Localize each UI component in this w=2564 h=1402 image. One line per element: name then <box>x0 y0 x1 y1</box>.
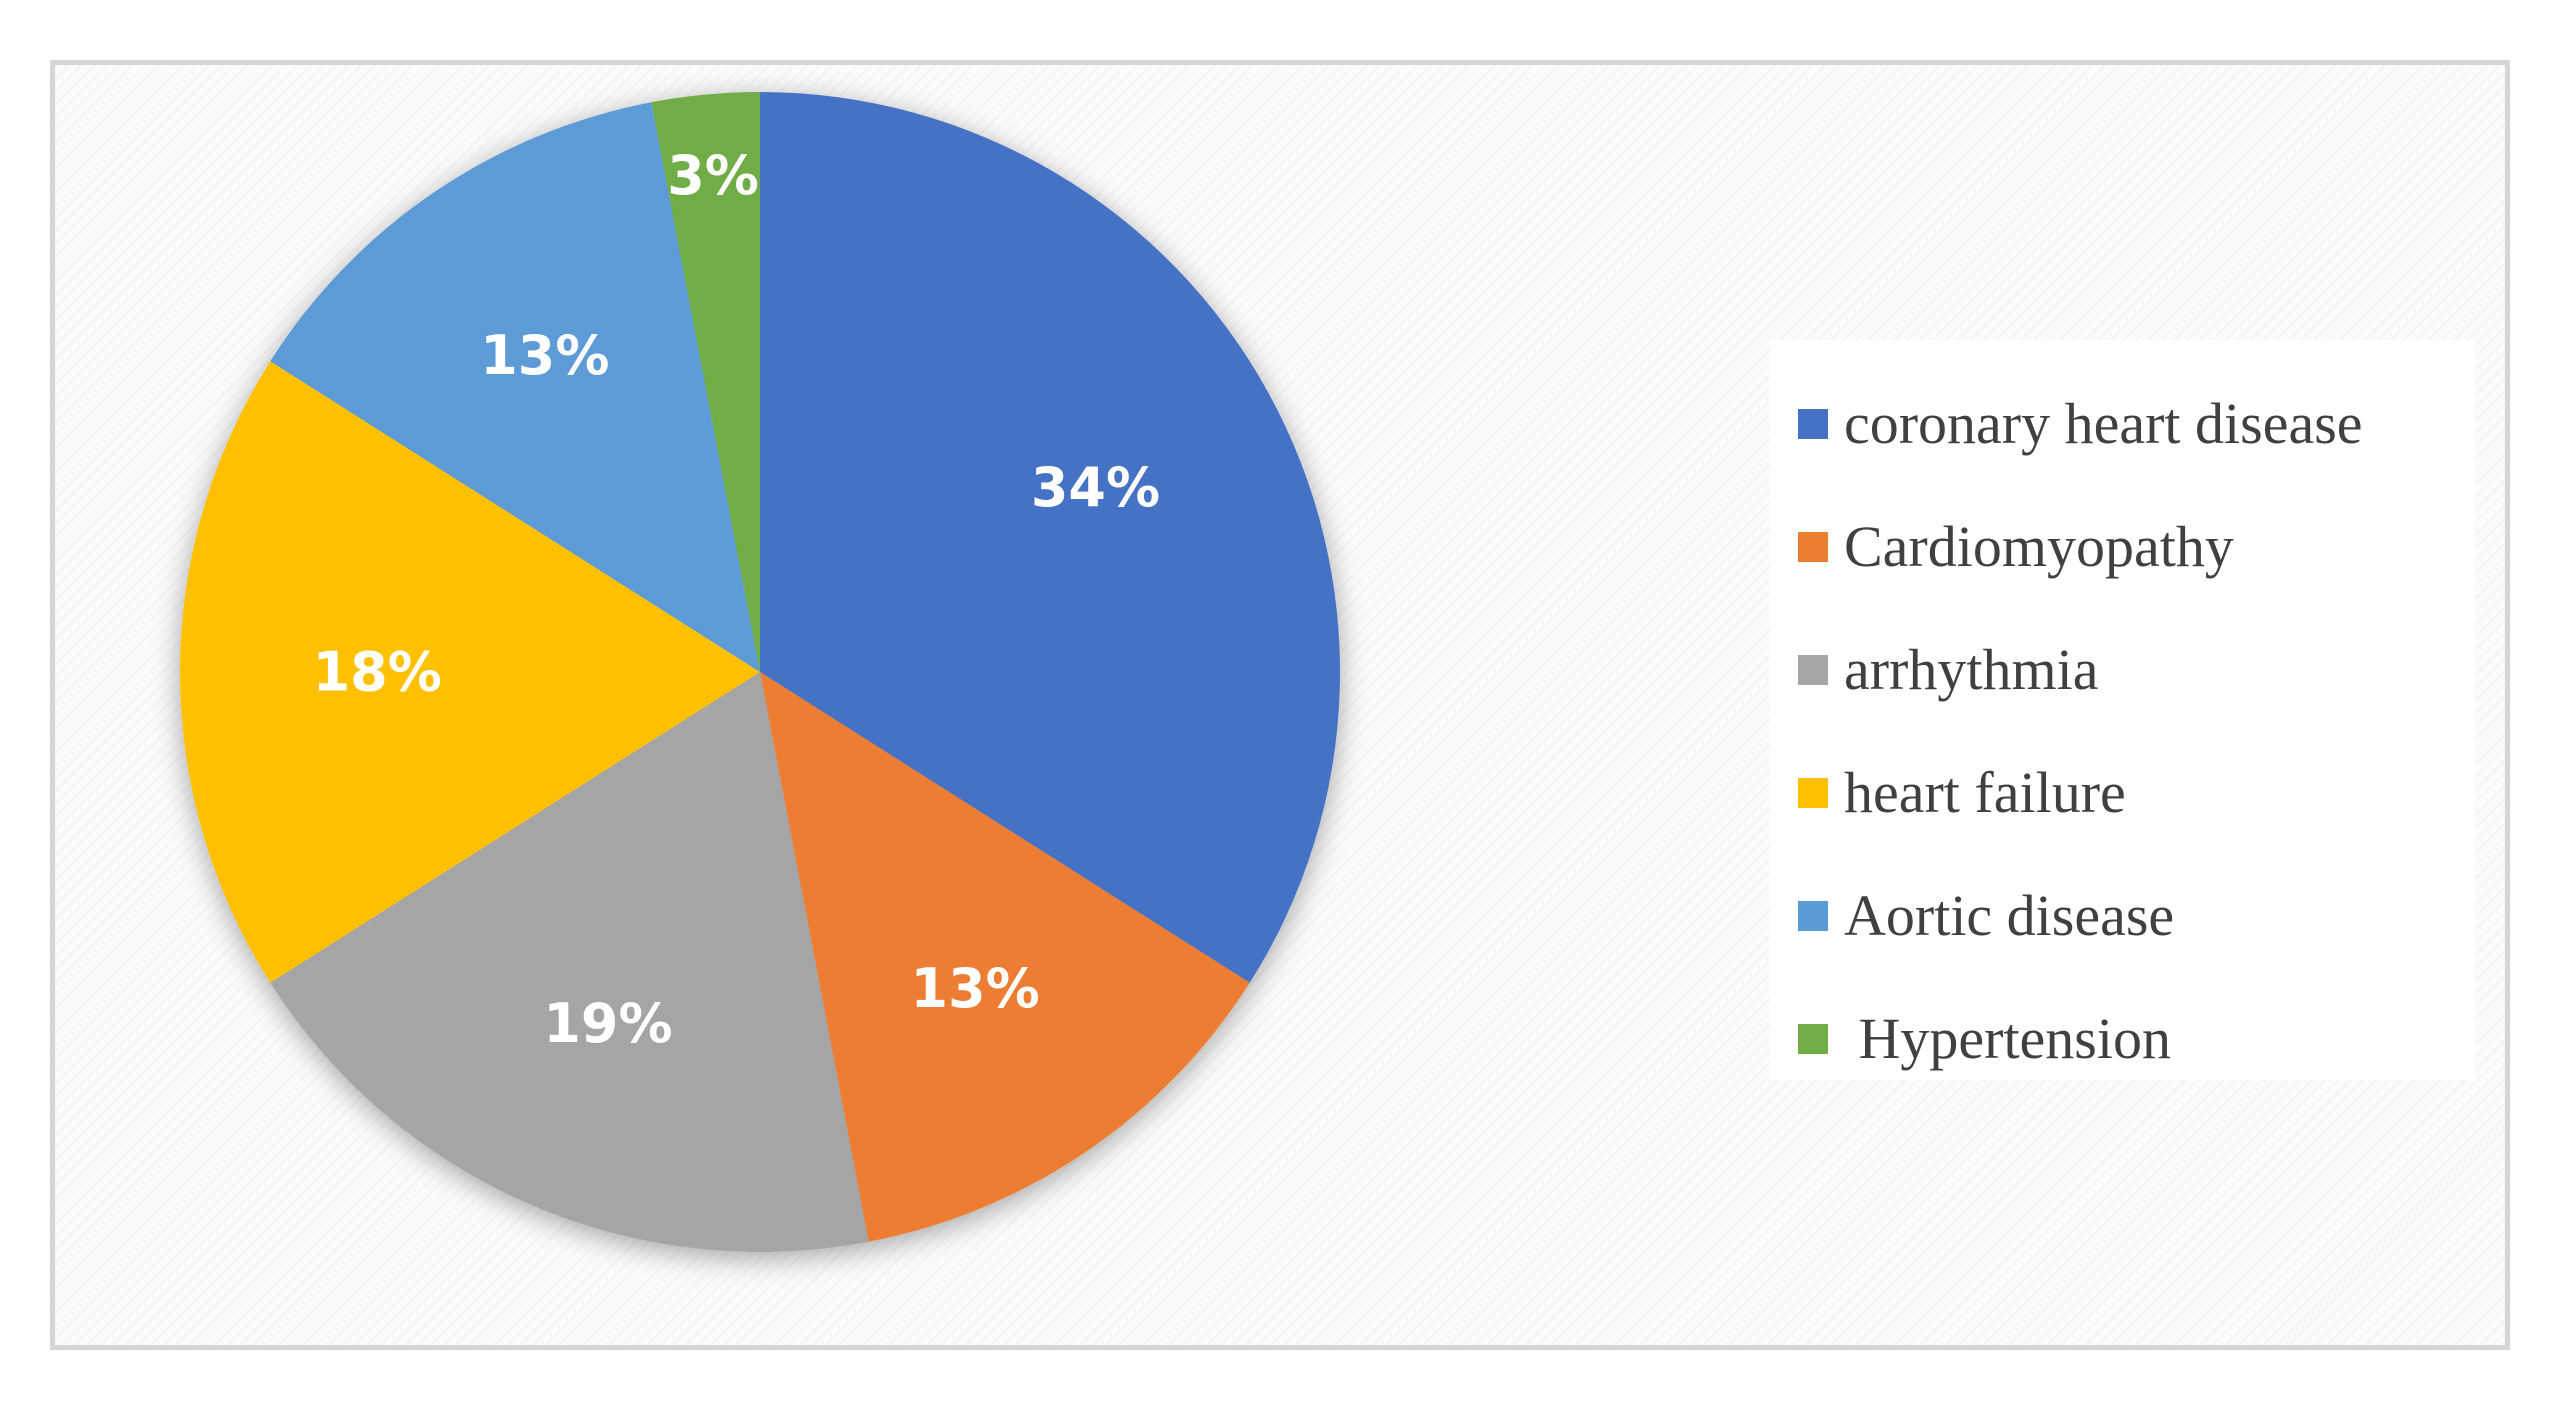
legend-label: arrhythmia <box>1844 636 2099 702</box>
pie-slices <box>179 92 1340 1252</box>
legend-label: heart failure <box>1844 759 2126 825</box>
legend-swatch <box>1798 900 1828 931</box>
legend-item-aortic-disease: Aortic disease <box>1798 854 2475 977</box>
legend-label: Hypertension <box>1844 1005 2172 1071</box>
pie-slice-cardiomyopathy <box>760 672 1250 1242</box>
legend-swatch <box>1798 1023 1828 1054</box>
legend-swatch <box>1798 654 1828 685</box>
pie-slice-aortic-disease <box>270 102 760 673</box>
data-label-hypertension: 3% <box>667 144 759 207</box>
pie-data-labels: 34% 13% 19% 18% 13% 3% <box>313 144 1161 1055</box>
legend-swatch <box>1798 777 1828 808</box>
pie-slice-arrhythmia <box>270 672 869 1252</box>
data-label-aortic-disease: 13% <box>480 324 609 387</box>
legend: coronary heart disease Cardiomyopathy arrh… <box>1770 340 2475 1080</box>
legend-label: coronary heart disease <box>1844 390 2363 456</box>
legend-item-cardiomyopathy: Cardiomyopathy <box>1798 485 2475 608</box>
legend-swatch <box>1798 531 1828 562</box>
data-label-heart-failure: 18% <box>313 641 442 704</box>
legend-item-arrhythmia: arrhythmia <box>1798 608 2475 731</box>
legend-label: Aortic disease <box>1844 882 2175 948</box>
legend-label: Cardiomyopathy <box>1844 513 2234 579</box>
data-label-coronary-heart-disease: 34% <box>1031 456 1160 519</box>
legend-swatch <box>1798 408 1828 439</box>
data-label-arrhythmia: 19% <box>543 992 672 1055</box>
data-label-cardiomyopathy: 13% <box>911 957 1040 1020</box>
legend-item-coronary-heart-disease: coronary heart disease <box>1798 362 2475 485</box>
pie-slice-coronary-heart-disease <box>760 92 1340 983</box>
pie-slice-hypertension <box>651 92 760 672</box>
pie-slice-heart-failure <box>179 361 760 983</box>
legend-item-hypertension: Hypertension <box>1798 977 2475 1100</box>
legend-item-heart-failure: heart failure <box>1798 731 2475 854</box>
